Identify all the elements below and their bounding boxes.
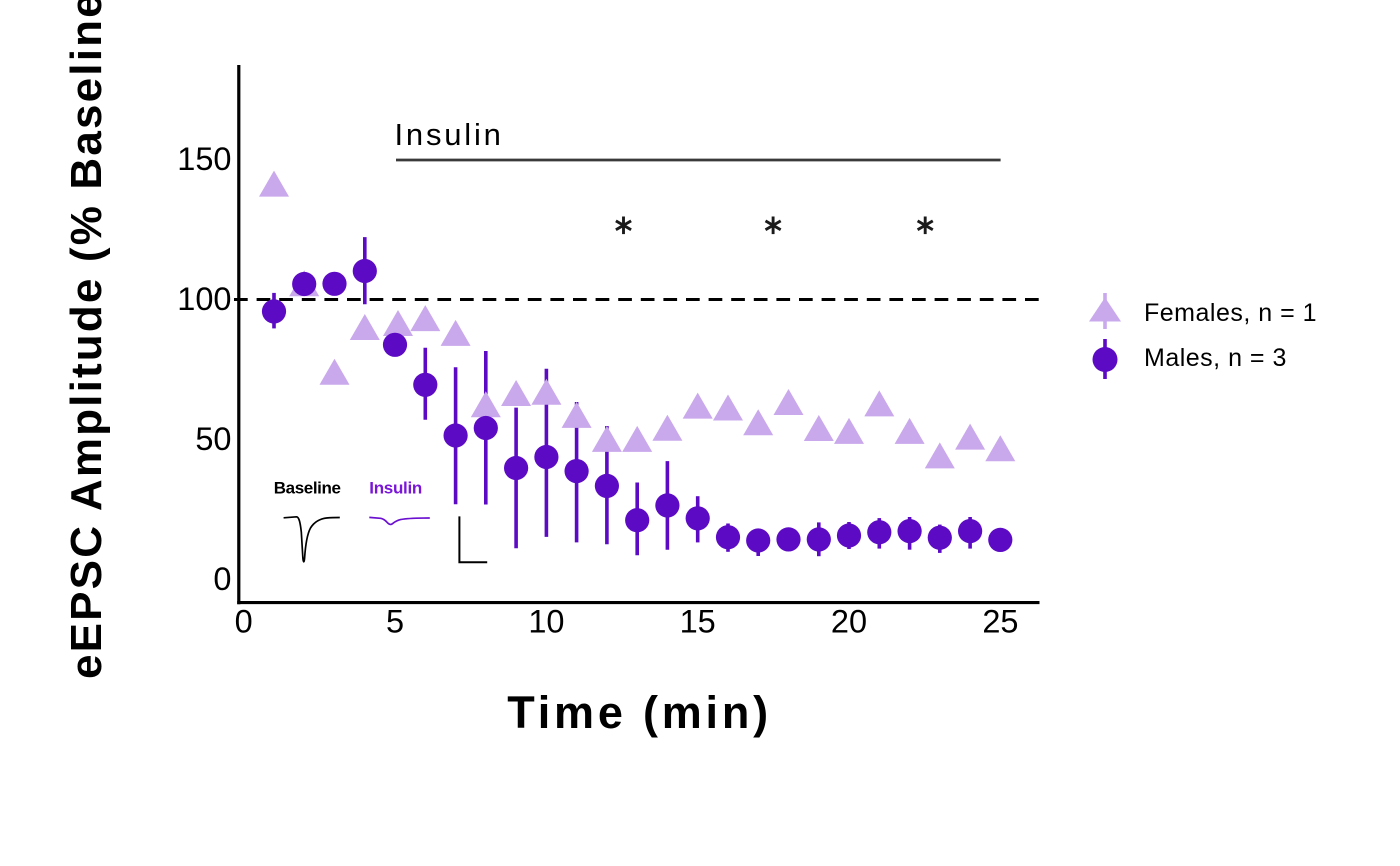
svg-text:Males, n = 3: Males, n = 3 xyxy=(1144,344,1287,372)
svg-text:Females, n = 1: Females, n = 1 xyxy=(1144,299,1317,327)
svg-text:15: 15 xyxy=(680,603,716,639)
svg-text:Insulin: Insulin xyxy=(395,117,504,152)
svg-text:20: 20 xyxy=(831,603,867,639)
svg-text:10: 10 xyxy=(528,603,564,639)
svg-text:100: 100 xyxy=(177,281,231,317)
svg-text:5: 5 xyxy=(386,603,404,639)
svg-text:0: 0 xyxy=(235,603,253,639)
svg-text:50: 50 xyxy=(195,421,231,457)
svg-text:0: 0 xyxy=(213,561,231,597)
svg-text:Baseline: Baseline xyxy=(274,479,341,498)
svg-text:150: 150 xyxy=(177,141,231,177)
svg-text:Insulin: Insulin xyxy=(369,479,422,498)
svg-text:eEPSC Amplitude (% Baseline): eEPSC Amplitude (% Baseline) xyxy=(62,0,111,679)
svg-text:25: 25 xyxy=(982,603,1018,639)
svg-text:Time (min): Time (min) xyxy=(507,687,772,738)
